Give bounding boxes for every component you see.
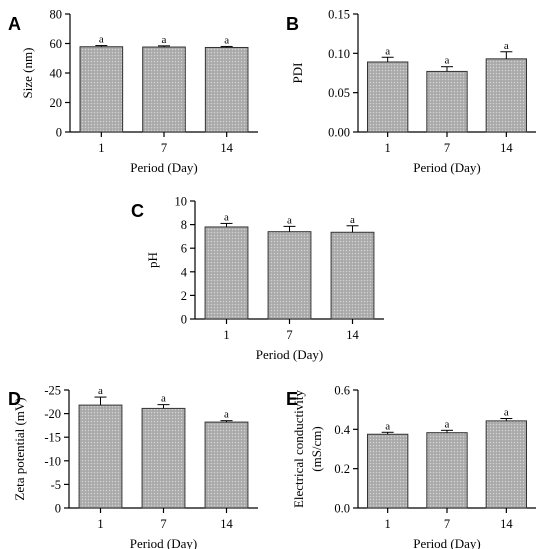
bar	[366, 61, 409, 133]
y-tick-label: 0.05	[328, 86, 350, 100]
bar	[267, 231, 312, 320]
y-tick-label: 80	[50, 8, 63, 22]
y-tick-label: 60	[50, 37, 63, 51]
x-tick-label: 1	[385, 141, 391, 155]
bar	[79, 46, 124, 133]
bar	[426, 432, 468, 509]
y-tick-label: 0	[56, 126, 62, 140]
significance-label: a	[162, 34, 167, 46]
y-tick-label: -5	[51, 478, 61, 492]
y-tick-label: -15	[44, 431, 61, 445]
significance-label: a	[504, 407, 509, 419]
x-tick-label: 7	[160, 517, 166, 531]
panel-letter: E	[286, 389, 298, 409]
y-tick-label: 0.15	[328, 8, 350, 22]
y-axis-label: Electrical conductivity	[291, 389, 306, 508]
y-axis-label: pH	[145, 252, 160, 268]
x-tick-label: 7	[444, 517, 450, 531]
y-axis-label: Size (nm)	[20, 48, 35, 99]
y-axis-label: (mS/cm)	[309, 426, 324, 472]
x-tick-label: 1	[223, 328, 229, 342]
x-tick-label: 7	[286, 328, 292, 342]
bar	[78, 404, 123, 509]
panel-d: D 0 -5 -10 -15 -20 -25 a 1 a 7 a 14 Period (Day) Zeta …	[8, 384, 258, 549]
x-axis-label: Period (Day)	[413, 536, 481, 549]
significance-label: a	[350, 214, 355, 226]
bar	[141, 407, 186, 509]
bar	[366, 433, 409, 509]
bar	[330, 231, 375, 320]
panel-letter: D	[8, 389, 21, 409]
y-axis-label: PDI	[290, 63, 305, 84]
significance-label: a	[445, 55, 450, 67]
y-tick-label: 8	[181, 218, 187, 232]
panel-letter: B	[286, 14, 299, 34]
y-tick-label: 0.6	[334, 384, 350, 398]
y-tick-label: 0.2	[334, 462, 350, 476]
significance-label: a	[504, 40, 509, 52]
significance-label: a	[224, 211, 229, 223]
x-tick-label: 14	[346, 328, 359, 342]
panel-letter: C	[131, 201, 144, 221]
panel-b: B 0.00 0.05 0.10 0.15 a 1 a 7 a 14 Period (Day) PDI	[286, 8, 536, 175]
y-tick-label: 10	[175, 195, 188, 209]
y-tick-label: 4	[181, 265, 188, 279]
bar	[142, 46, 186, 133]
y-tick-label: 0.4	[334, 423, 350, 437]
y-tick-label: 2	[181, 289, 187, 303]
x-axis-label: Period (Day)	[130, 536, 198, 549]
x-tick-label: 14	[500, 141, 513, 155]
significance-label: a	[224, 409, 229, 421]
y-tick-label: 0.00	[328, 126, 350, 140]
significance-label: a	[224, 34, 229, 46]
significance-label: a	[445, 418, 450, 430]
y-tick-label: 6	[181, 242, 187, 256]
significance-label: a	[287, 214, 292, 226]
significance-label: a	[385, 45, 390, 57]
bar	[204, 421, 249, 509]
y-tick-label: 0.0	[334, 502, 350, 516]
significance-label: a	[99, 34, 104, 46]
y-tick-label: -10	[44, 454, 61, 468]
bar	[204, 46, 249, 133]
x-tick-label: 1	[98, 141, 104, 155]
y-tick-label: 0	[181, 313, 187, 327]
y-tick-label: 0	[55, 502, 61, 516]
significance-label: a	[161, 393, 166, 405]
x-tick-label: 7	[444, 141, 450, 155]
x-tick-label: 1	[385, 517, 391, 531]
panel-c: C 0 2 4 6 8 10 a 1 a 7 a 14 Period (Day) pH	[131, 195, 384, 362]
significance-label: a	[385, 420, 390, 432]
x-tick-label: 14	[220, 517, 233, 531]
y-axis-label: Zeta potential (mV)	[12, 397, 27, 500]
x-axis-label: Period (Day)	[256, 347, 324, 362]
bar	[204, 226, 249, 320]
panel-letter: A	[8, 14, 21, 34]
significance-label: a	[98, 385, 103, 397]
panel-a: A 0 20 40 60 80 a 1 a 7 a 14 Period (Day) Size (nm)	[8, 8, 258, 175]
bar	[485, 420, 528, 509]
y-tick-label: 20	[50, 96, 63, 110]
x-tick-label: 7	[161, 141, 167, 155]
x-tick-label: 1	[97, 517, 103, 531]
y-tick-label: -20	[44, 407, 61, 421]
x-tick-label: 14	[500, 517, 513, 531]
x-axis-label: Period (Day)	[130, 160, 198, 175]
y-tick-label: 0.10	[328, 47, 350, 61]
x-tick-label: 14	[220, 141, 233, 155]
panel-e: E 0.0 0.2 0.4 0.6 a 1 a 7 a 14 Period (Day) Electric…	[286, 384, 536, 549]
y-tick-label: -25	[44, 384, 61, 398]
bar	[485, 58, 528, 133]
x-axis-label: Period (Day)	[413, 160, 481, 175]
y-tick-label: 40	[50, 67, 63, 81]
bar	[426, 70, 468, 133]
